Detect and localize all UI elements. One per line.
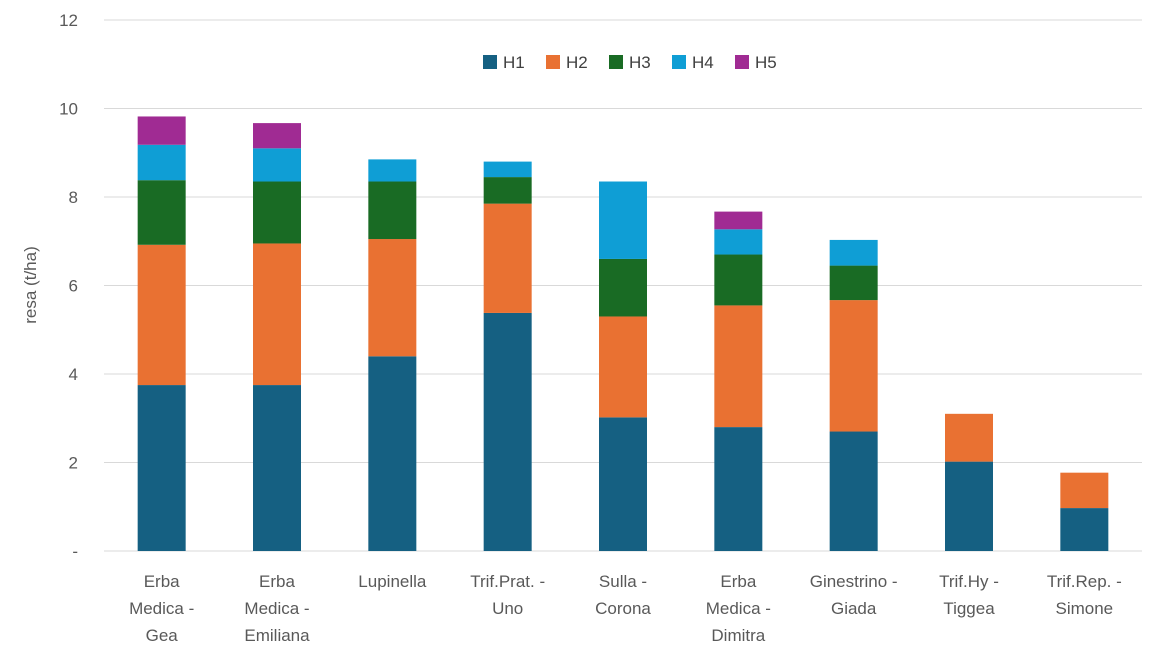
legend-swatch-h5 (735, 55, 749, 69)
bar-segment-h2 (829, 300, 878, 432)
bar-segment-h2 (599, 316, 647, 418)
y-tick-label: 6 (69, 277, 78, 296)
bar-segment-h4 (829, 239, 878, 266)
x-category-label: Lupinella (358, 572, 427, 591)
y-tick-label: 2 (69, 454, 78, 473)
x-category-label: Erba Medica -Emiliana (244, 572, 310, 645)
y-axis-ticks: - 2 4 6 8 10 12 (59, 11, 78, 561)
bars (137, 116, 1109, 551)
bar-segment-h1 (483, 312, 532, 551)
bar-segment-h2 (1060, 472, 1109, 509)
bar-segment-h3 (368, 181, 417, 240)
bar-segment-h4 (483, 161, 532, 178)
bar-segment-h5 (137, 116, 186, 145)
bar-segment-h4 (137, 144, 186, 181)
legend-label-h4: H4 (692, 53, 714, 72)
bar-segment-h1 (714, 427, 763, 551)
bar-segment-h4 (253, 148, 301, 182)
bar-segment-h3 (253, 181, 301, 244)
bar-segment-h1 (253, 385, 301, 551)
x-category-label: Sulla -Corona (595, 572, 651, 618)
y-axis-label: resa (t/ha) (21, 246, 40, 323)
bar-segment-h3 (599, 258, 647, 317)
bar-segment-h3 (829, 265, 878, 301)
bar-segment-h3 (137, 180, 186, 245)
legend-label-h3: H3 (629, 53, 651, 72)
bar-segment-h1 (829, 431, 878, 551)
y-tick-label: 10 (59, 100, 78, 119)
x-category-label: Ginestrino -Giada (810, 572, 898, 618)
y-tick-label: 12 (59, 11, 78, 30)
bar-segment-h3 (483, 177, 532, 204)
bar-segment-h1 (945, 461, 993, 551)
legend-label-h2: H2 (566, 53, 588, 72)
x-category-label: Trif.Prat. -Uno (470, 572, 545, 618)
legend-label-h1: H1 (503, 53, 525, 72)
legend-label-h5: H5 (755, 53, 777, 72)
legend-swatch-h3 (609, 55, 623, 69)
y-tick-label: 8 (69, 188, 78, 207)
x-category-label: Erba Medica -Gea (129, 572, 194, 645)
bar-segment-h2 (253, 243, 301, 386)
y-tick-label: 4 (69, 365, 78, 384)
bar-segment-h1 (1060, 508, 1109, 551)
y-tick-label: - (72, 542, 78, 561)
x-axis-categories: Erba Medica -Gea Erba Medica -Emiliana Lupin… (129, 572, 1122, 645)
bar-segment-h2 (483, 203, 532, 313)
bar-segment-h2 (714, 305, 763, 428)
bar-segment-h5 (714, 211, 763, 230)
legend-swatch-h4 (672, 55, 686, 69)
bar-segment-h2 (945, 413, 993, 462)
bar-segment-h2 (137, 244, 186, 386)
x-category-label: Erba Medica -Dimitra (706, 572, 771, 645)
legend-swatch-h1 (483, 55, 497, 69)
bar-segment-h4 (714, 229, 763, 255)
bar-segment-h3 (714, 254, 763, 306)
x-category-label: Trif.Rep. -Simone (1047, 572, 1122, 618)
bar-segment-h2 (368, 239, 417, 357)
bar-segment-h5 (253, 123, 301, 149)
x-category-label: Trif.Hy -Tiggea (939, 572, 999, 618)
legend-swatch-h2 (546, 55, 560, 69)
bar-segment-h1 (368, 356, 417, 551)
bar-segment-h1 (599, 417, 647, 551)
bar-segment-h4 (599, 181, 647, 259)
bar-segment-h4 (368, 159, 417, 182)
legend: H1 H2 H3 H4 H5 (483, 53, 777, 72)
bar-segment-h1 (137, 385, 186, 551)
